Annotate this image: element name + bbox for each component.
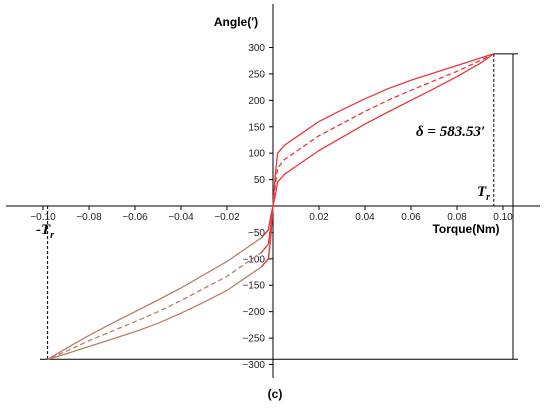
delta-annotation: δ = 583.53′ (416, 124, 485, 140)
x-tick-label: −0.04 (168, 212, 194, 223)
y-tick-label: 250 (248, 69, 265, 80)
tr-negative-subscript: r (50, 230, 54, 241)
y-axis-title: Angle(′) (214, 15, 258, 29)
axis-ticks: −0.10 −0.08 −0.06 −0.04 −0.02 0.02 0.04 0.06 0.0… (30, 43, 513, 371)
x-tick-label: −0.06 (122, 212, 148, 223)
y-tick-label: −250 (242, 334, 265, 345)
x-tick-label: 0.02 (309, 212, 329, 223)
x-tick-label: −0.02 (214, 212, 240, 223)
x-tick-label: 0.04 (355, 212, 375, 223)
tr-positive-subscript: r (486, 192, 490, 203)
series-line (47, 205, 274, 360)
y-tick-label: 50 (254, 175, 266, 186)
x-tick-label: −0.08 (76, 212, 102, 223)
axes (6, 4, 540, 378)
tr-positive-main: T (477, 184, 487, 200)
x-tick-label: −0.10 (30, 212, 56, 223)
y-tick-label: 200 (248, 96, 265, 107)
guide-lines (40, 53, 518, 360)
y-tick-label: 300 (248, 43, 265, 54)
series-line (272, 53, 494, 207)
x-tick-label: 0.08 (447, 212, 467, 223)
y-tick-label: −300 (242, 360, 265, 371)
x-tick-label: 0.06 (401, 212, 421, 223)
series-line (272, 53, 495, 207)
tr-negative-main: -T (36, 222, 51, 238)
tr-negative-label: -Tr (36, 222, 54, 241)
y-tick-label: −100 (242, 254, 265, 265)
y-tick-label: 100 (248, 149, 265, 160)
x-tick-label: 0.10 (493, 212, 513, 223)
y-tick-label: 150 (248, 122, 265, 133)
figure-caption: (c) (268, 387, 283, 401)
y-tick-label: −50 (248, 228, 265, 239)
tr-positive-label: Tr (477, 184, 490, 203)
series-line (272, 53, 495, 207)
x-axis-title: Torque(Nm) (432, 222, 499, 236)
y-tick-label: −200 (242, 307, 265, 318)
series-line-core (260, 205, 274, 253)
series-group (47, 53, 495, 360)
y-tick-label: −150 (242, 281, 265, 292)
